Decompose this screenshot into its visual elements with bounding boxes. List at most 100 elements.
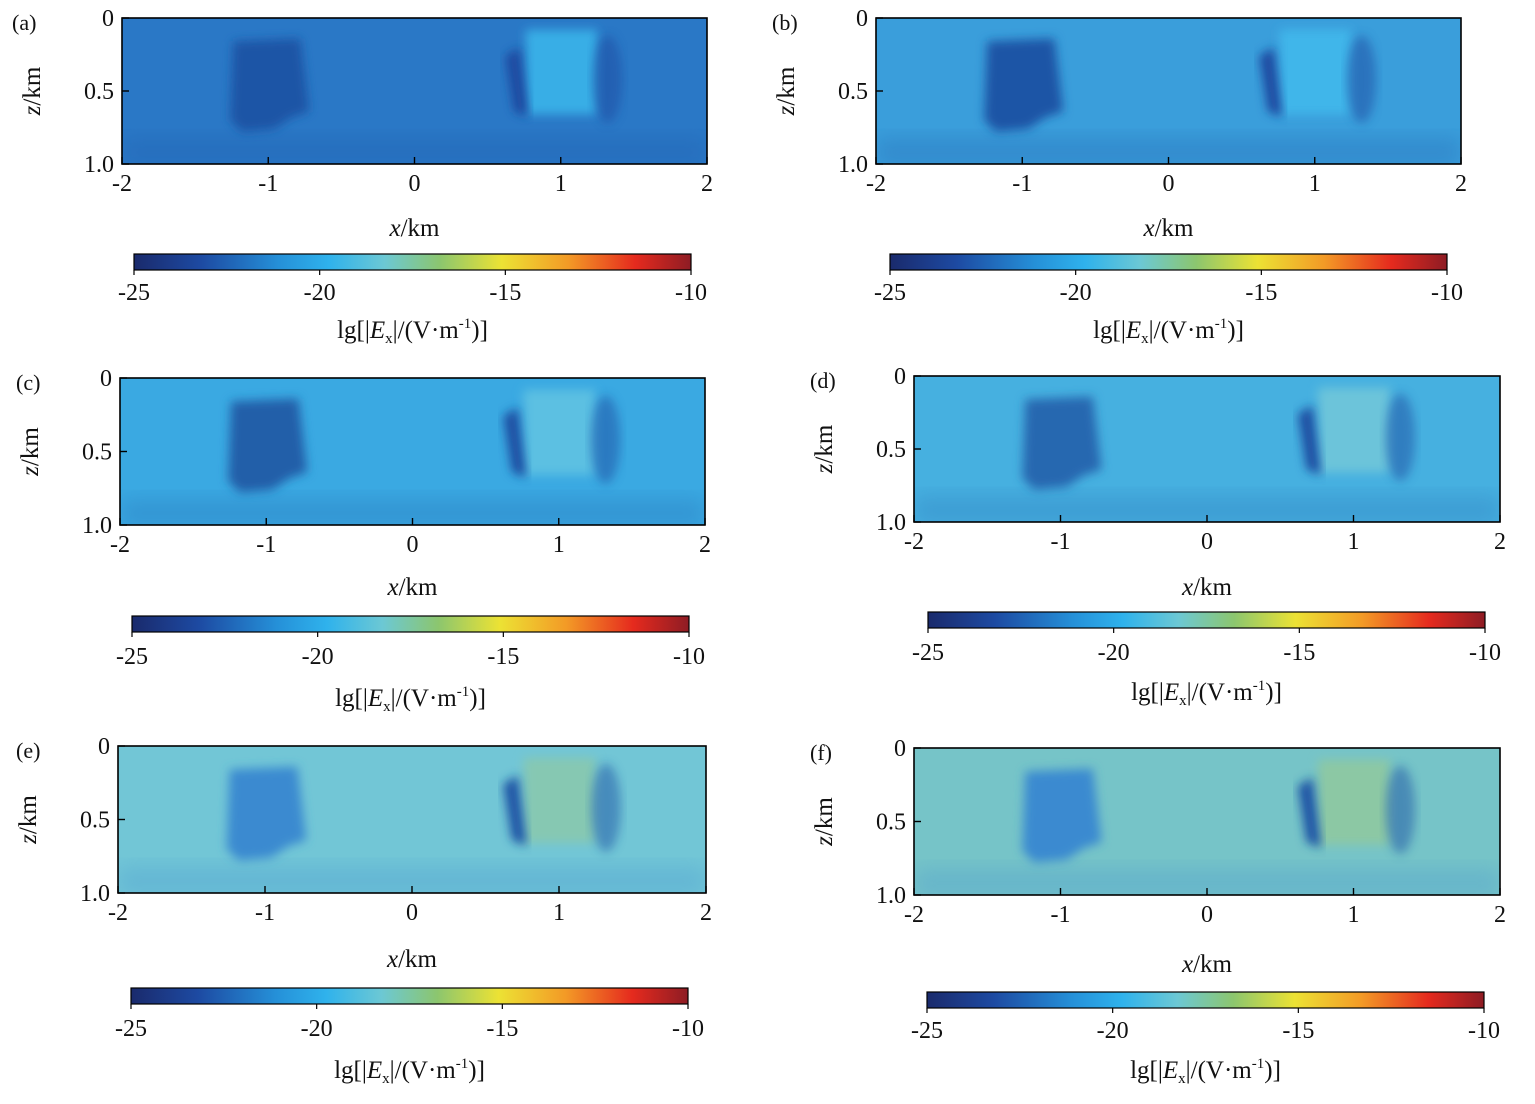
heatmap-right-anomaly-far-edge: [591, 763, 621, 852]
colorbar: [926, 991, 1485, 1009]
panel-label: (b): [772, 10, 798, 35]
colorbar-tick-label: -10: [672, 1016, 704, 1042]
y-axis-label: z/km: [17, 427, 44, 477]
panel-label: (e): [16, 738, 40, 763]
colorbar: [133, 253, 692, 271]
heatmap-right-anomaly-edge: [505, 47, 529, 118]
x-tick-label: -2: [112, 171, 132, 197]
y-axis-label: z/km: [811, 424, 838, 474]
x-tick-label: -2: [904, 529, 924, 555]
colorbar-tick-label: -20: [1097, 1018, 1129, 1044]
y-axis-label: z/km: [773, 66, 800, 116]
x-tick-label: 0: [1201, 902, 1213, 928]
colorbar-tick-label: -20: [1098, 640, 1130, 666]
heatmap-left-anomaly: [228, 398, 308, 493]
x-tick-label: -2: [108, 900, 128, 926]
heatmap-left-anomaly: [226, 766, 307, 861]
colorbar-label: lg[|Ex|/(V·m-1)]: [335, 684, 486, 715]
colorbar-tick-label: -15: [1282, 1018, 1314, 1044]
heatmap-right-anomaly-far-edge: [1385, 393, 1416, 482]
x-tick-label: 0: [406, 900, 418, 926]
heatmap-right-anomaly-edge: [503, 775, 527, 846]
heatmap-right-interior: [1318, 387, 1391, 473]
x-axis-label: x/km: [1181, 951, 1233, 978]
x-tick-label: -2: [110, 532, 130, 558]
panel-label: (d): [810, 368, 836, 393]
heatmap-field: [122, 18, 707, 164]
panel-label: (c): [16, 370, 40, 395]
heatmap-right-interior: [525, 29, 598, 115]
x-tick-label: -1: [255, 900, 275, 926]
heatmap-right-interior: [1279, 29, 1352, 115]
x-tick-label: 1: [1348, 529, 1360, 555]
x-tick-label: 1: [553, 900, 565, 926]
x-tick-label: -1: [1051, 529, 1071, 555]
colorbar-tick-label: -10: [1431, 280, 1463, 306]
colorbar-tick-label: -20: [1060, 280, 1092, 306]
colorbar-tick-label: -25: [115, 1016, 147, 1042]
x-tick-label: -1: [258, 171, 278, 197]
colorbar-tick-label: -10: [1468, 1018, 1500, 1044]
x-tick-label: -1: [1051, 902, 1071, 928]
x-tick-label: 1: [553, 532, 565, 558]
heatmap-right-anomaly-edge: [1297, 405, 1322, 476]
colorbar-tick-label: -15: [1283, 640, 1315, 666]
heatmap-right-anomaly-edge: [1297, 777, 1322, 848]
panel-e: (e)-2 -1 0 1 200.51.0x/kmz/km-25 -20 -15 -10lg[…: [15, 734, 712, 1087]
x-tick-label: 2: [1455, 171, 1467, 197]
colorbar-label: lg[|Ex|/(V·m-1)]: [1131, 678, 1282, 709]
colorbar: [130, 987, 689, 1005]
panel-c: (c)-2 -1 0 1 200.51.0x/kmz/km-25 -20 -15 -10lg[…: [16, 366, 711, 715]
colorbar-tick-label: -20: [301, 1016, 333, 1042]
heatmap-left-anomaly: [1022, 768, 1102, 863]
panel-label: (a): [12, 10, 36, 35]
colorbar-tick-label: -10: [675, 280, 707, 306]
heatmap-left-anomaly: [230, 38, 310, 132]
heatmap-right-anomaly-far-edge: [1385, 765, 1416, 854]
y-tick-label: 0: [100, 366, 112, 392]
heatmap-field: [120, 378, 705, 525]
y-tick-label: 0.5: [876, 810, 906, 836]
y-tick-label: 0.5: [80, 808, 110, 834]
y-axis-label: z/km: [19, 66, 46, 116]
colorbar-tick-label: -25: [874, 280, 906, 306]
heatmap-field: [118, 746, 706, 893]
x-tick-label: 0: [409, 171, 421, 197]
heatmap-right-interior: [1318, 759, 1391, 846]
y-axis-label: z/km: [15, 795, 42, 845]
colorbar-tick-label: -15: [489, 280, 521, 306]
x-tick-label: 0: [407, 532, 419, 558]
panel-d: (d)-2 -1 0 1 200.51.0x/kmz/km-25 -20 -15 -10lg[…: [810, 364, 1506, 709]
colorbar-tick-label: -15: [487, 644, 519, 670]
colorbar-tick-label: -25: [911, 1018, 943, 1044]
y-tick-label: 1.0: [876, 883, 906, 909]
panel-f: (f)-2 -1 0 1 200.51.0x/kmz/km-25 -20 -15 -10lg[…: [810, 736, 1506, 1087]
heatmap-right-anomaly-edge: [503, 407, 527, 478]
x-tick-label: 0: [1163, 171, 1175, 197]
colorbar-tick-label: -15: [1245, 280, 1277, 306]
x-tick-label: 2: [1494, 529, 1506, 555]
heatmap-right-interior: [523, 389, 596, 476]
x-axis-label: x/km: [386, 574, 438, 601]
colorbar-tick-label: -20: [304, 280, 336, 306]
heatmap-field: [914, 748, 1500, 895]
heatmap-right-anomaly-edge: [1259, 47, 1283, 118]
x-axis-label: x/km: [386, 946, 438, 973]
colorbar-tick-label: -25: [912, 640, 944, 666]
heatmap-right-anomaly-far-edge: [1346, 35, 1377, 124]
heatmap-left-anomaly: [1022, 396, 1102, 490]
x-tick-label: 1: [1309, 171, 1321, 197]
colorbar-tick-label: -10: [1469, 640, 1501, 666]
y-tick-label: 1.0: [84, 152, 114, 178]
x-tick-label: 0: [1201, 529, 1213, 555]
y-tick-label: 0: [856, 6, 868, 32]
y-tick-label: 0.5: [876, 437, 906, 463]
panel-label: (f): [810, 740, 832, 765]
y-tick-label: 0: [102, 6, 114, 32]
y-tick-label: 1.0: [838, 152, 868, 178]
heatmap-right-anomaly-far-edge: [592, 35, 623, 124]
heatmap-left-anomaly: [984, 38, 1064, 132]
heatmap-right-interior: [523, 757, 596, 844]
x-tick-label: 1: [555, 171, 567, 197]
